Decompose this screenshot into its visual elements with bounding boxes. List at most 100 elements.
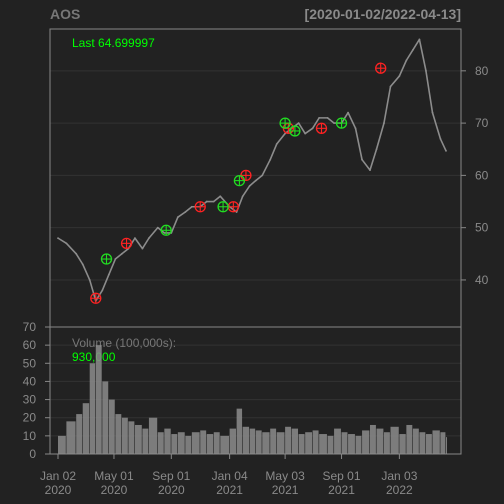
price-point (148, 237, 150, 240)
volume-bar (220, 435, 230, 454)
volume-bar (157, 432, 164, 454)
price-axis-ticks: 40 50 60 70 80 (461, 64, 489, 287)
price-point (333, 122, 335, 125)
sell-marker (227, 201, 239, 213)
price-point (347, 111, 349, 114)
sell-marker (375, 62, 387, 74)
price-point (425, 69, 427, 72)
volume-bar (376, 428, 384, 454)
price-point (418, 38, 421, 41)
x-tick-label-line2: 2022 (386, 483, 413, 497)
volume-axis-label: Volume (100,000s): (72, 336, 176, 350)
x-tick-label-line2: 2021 (272, 483, 299, 497)
volume-bar (249, 428, 256, 454)
x-tick-label-line1: Sep 01 (152, 469, 190, 483)
price-point (248, 184, 251, 187)
price-point (241, 195, 244, 198)
price-point (398, 75, 401, 77)
volume-bar (425, 434, 432, 454)
x-tick-label-line1: Jan 03 (381, 469, 417, 483)
buy-marker (233, 174, 246, 187)
price-point (261, 174, 264, 177)
price-point (75, 252, 78, 255)
price-point (163, 231, 166, 234)
price-tick-label: 60 (475, 168, 489, 182)
volume-bar (390, 426, 399, 454)
volume-bar (399, 434, 406, 454)
price-point (361, 158, 363, 161)
price-point (311, 127, 314, 130)
buy-marker (279, 117, 291, 129)
x-tick-label-line2: 2021 (328, 483, 355, 497)
price-point (275, 143, 278, 145)
volume-bar (270, 428, 277, 454)
price-tick-label: 70 (475, 116, 489, 130)
volume-bar (66, 421, 76, 454)
volume-tick-label: 50 (23, 356, 37, 370)
buy-marker (160, 224, 172, 236)
price-point (369, 169, 371, 172)
date-range-label: [2020-01-02/2022-04-13] (305, 6, 461, 22)
volume-bar (406, 424, 413, 454)
volume-bar (327, 435, 334, 454)
price-point (219, 195, 222, 198)
volume-tick-label: 60 (23, 338, 37, 352)
volume-bar (177, 432, 185, 454)
volume-bar (95, 345, 102, 454)
volume-bar (334, 428, 341, 454)
price-line (57, 38, 447, 302)
x-tick-label-line1: Jan 02 (40, 469, 76, 483)
volume-bars (58, 345, 447, 454)
price-point (101, 289, 104, 292)
volume-bar (255, 430, 262, 454)
price-panel-border (49, 28, 462, 328)
volume-bar (412, 428, 419, 454)
volume-bar (341, 432, 348, 454)
price-tick-label: 50 (475, 221, 489, 235)
price-point (81, 263, 84, 266)
volume-bar (312, 430, 319, 454)
volume-bar (142, 428, 149, 454)
price-point (405, 59, 408, 62)
volume-bar (229, 428, 237, 454)
price-point (389, 85, 392, 88)
price-point (184, 211, 187, 213)
volume-panel-border (49, 326, 462, 455)
price-point (205, 200, 208, 203)
volume-bar (369, 424, 376, 454)
volume-bar (446, 437, 447, 454)
price-point (318, 116, 321, 119)
volume-tick-label: 10 (23, 429, 37, 443)
price-point (439, 137, 442, 140)
volume-bar (432, 430, 440, 454)
x-tick-label-line1: May 03 (265, 469, 305, 483)
volume-bar (298, 434, 305, 454)
x-tick-label-line2: 2020 (101, 483, 128, 497)
sell-marker (240, 169, 252, 182)
volume-bar (115, 414, 122, 454)
volume-bar (383, 432, 390, 454)
price-point (431, 111, 434, 114)
volume-bar (285, 426, 292, 454)
chart-title: AOS (50, 6, 80, 22)
price-point (445, 149, 447, 152)
buy-marker (289, 125, 301, 137)
volume-bar (121, 417, 128, 454)
volume-tick-label: 40 (23, 374, 37, 388)
x-tick-label-line1: Jan 04 (212, 469, 248, 483)
volume-bar (108, 399, 115, 454)
volume-bar (262, 432, 270, 454)
buy-marker (335, 117, 348, 129)
price-gridlines (50, 70, 461, 281)
price-point (141, 247, 144, 250)
signal-markers (90, 62, 387, 304)
price-point (134, 237, 136, 240)
volume-tick-label: 0 (29, 447, 36, 461)
volume-bar (291, 428, 299, 454)
volume-bar (185, 435, 192, 454)
buy-marker (217, 201, 229, 213)
volume-tick-label: 70 (23, 320, 37, 334)
volume-bar (148, 417, 158, 454)
